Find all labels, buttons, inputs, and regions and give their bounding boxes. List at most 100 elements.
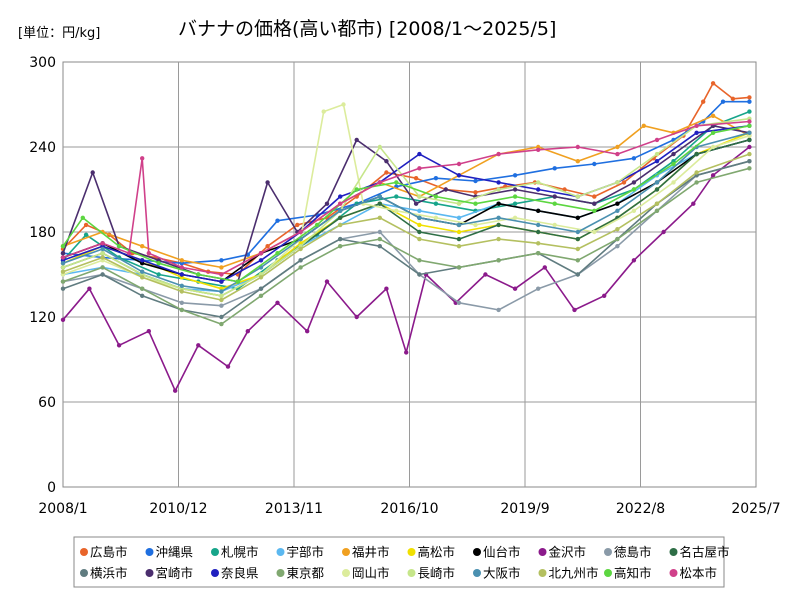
- legend-label: 大阪市: [483, 566, 521, 581]
- data-point: [179, 283, 184, 288]
- data-point: [377, 215, 382, 220]
- x-tick-label: 2010/12: [149, 501, 207, 517]
- legend-item: 松本市: [669, 566, 717, 581]
- data-point: [654, 180, 660, 185]
- data-point: [710, 130, 716, 135]
- data-point: [298, 246, 303, 252]
- legend-marker: [538, 548, 547, 556]
- data-point: [592, 194, 597, 199]
- data-point: [456, 244, 462, 249]
- data-point: [60, 286, 66, 291]
- x-tick-label: 2008/1: [38, 501, 87, 517]
- data-point: [140, 258, 145, 263]
- legend-label: 仙台市: [483, 545, 521, 560]
- data-point: [456, 265, 462, 270]
- data-point: [417, 166, 422, 171]
- data-point: [710, 81, 716, 86]
- data-point: [615, 236, 620, 242]
- data-point: [456, 229, 462, 235]
- legend-label: 宮崎市: [156, 566, 194, 581]
- legend-label: 札幌市: [221, 545, 259, 560]
- data-point: [196, 343, 201, 348]
- data-point: [417, 236, 422, 242]
- data-point: [60, 269, 66, 274]
- legend-marker: [80, 569, 88, 577]
- data-point: [536, 286, 541, 291]
- series-14: [60, 166, 752, 327]
- data-point: [225, 364, 231, 369]
- data-point: [298, 265, 303, 270]
- data-point: [433, 176, 439, 181]
- data-point: [295, 222, 300, 228]
- legend-item: 奈良県: [211, 566, 259, 581]
- data-point: [60, 255, 66, 260]
- legend-item: 横浜市: [80, 566, 128, 581]
- data-point: [338, 208, 343, 213]
- data-point: [654, 151, 660, 157]
- data-point: [83, 232, 89, 237]
- data-point: [631, 156, 637, 161]
- data-point: [694, 123, 699, 128]
- legend-label: 東京都: [287, 566, 325, 581]
- data-point: [100, 255, 105, 260]
- data-point: [747, 166, 752, 171]
- series-line: [62, 160, 750, 311]
- data-point: [654, 159, 660, 164]
- data-point: [552, 194, 557, 199]
- series-18: [60, 151, 752, 303]
- data-point: [575, 215, 580, 220]
- data-point: [694, 180, 699, 185]
- data-point: [473, 201, 478, 206]
- series-line: [62, 160, 750, 318]
- data-point: [219, 297, 224, 303]
- data-point: [496, 307, 501, 313]
- data-point: [694, 170, 699, 175]
- legend-marker: [604, 569, 612, 577]
- data-point: [691, 201, 696, 206]
- data-point: [615, 151, 620, 157]
- legend-item: 徳島市: [604, 545, 652, 560]
- x-tick-label: 2013/11: [265, 501, 323, 517]
- data-point: [542, 265, 547, 270]
- data-point: [456, 300, 462, 305]
- data-point: [338, 244, 343, 249]
- data-point: [496, 180, 501, 185]
- data-point: [473, 190, 478, 195]
- data-point: [512, 286, 518, 291]
- data-point: [377, 229, 382, 235]
- data-point: [377, 144, 382, 150]
- data-point: [314, 222, 320, 228]
- series-line: [62, 132, 750, 293]
- data-point: [196, 272, 201, 277]
- legend-item: 仙台市: [473, 545, 521, 560]
- data-point: [140, 269, 145, 274]
- data-point: [219, 321, 224, 327]
- series-line: [62, 125, 750, 283]
- data-point: [433, 201, 439, 206]
- data-point: [496, 222, 501, 228]
- x-tick-label: 2022/8: [616, 501, 665, 517]
- data-point: [413, 176, 419, 181]
- data-point: [615, 180, 620, 185]
- data-point: [394, 180, 399, 185]
- data-point: [496, 258, 501, 263]
- x-axis-ticks: 2008/1 2010/12 2013/11 2016/10 2019/9 2022/8 2…: [38, 501, 780, 517]
- data-point: [146, 251, 151, 256]
- data-point: [710, 113, 716, 119]
- data-point: [473, 178, 478, 184]
- data-point: [536, 251, 541, 256]
- legend-marker: [407, 569, 416, 577]
- data-point: [552, 166, 557, 171]
- data-point: [338, 236, 343, 242]
- data-point: [116, 244, 122, 249]
- legend-item: 大阪市: [473, 566, 521, 581]
- data-point: [60, 317, 66, 322]
- data-point: [536, 208, 541, 213]
- data-point: [258, 286, 264, 291]
- data-point: [602, 293, 607, 298]
- y-tick-label: 300: [29, 55, 56, 71]
- data-point: [258, 251, 264, 256]
- legend-label: 岡山市: [352, 566, 390, 581]
- legend-label: 福井市: [352, 545, 390, 560]
